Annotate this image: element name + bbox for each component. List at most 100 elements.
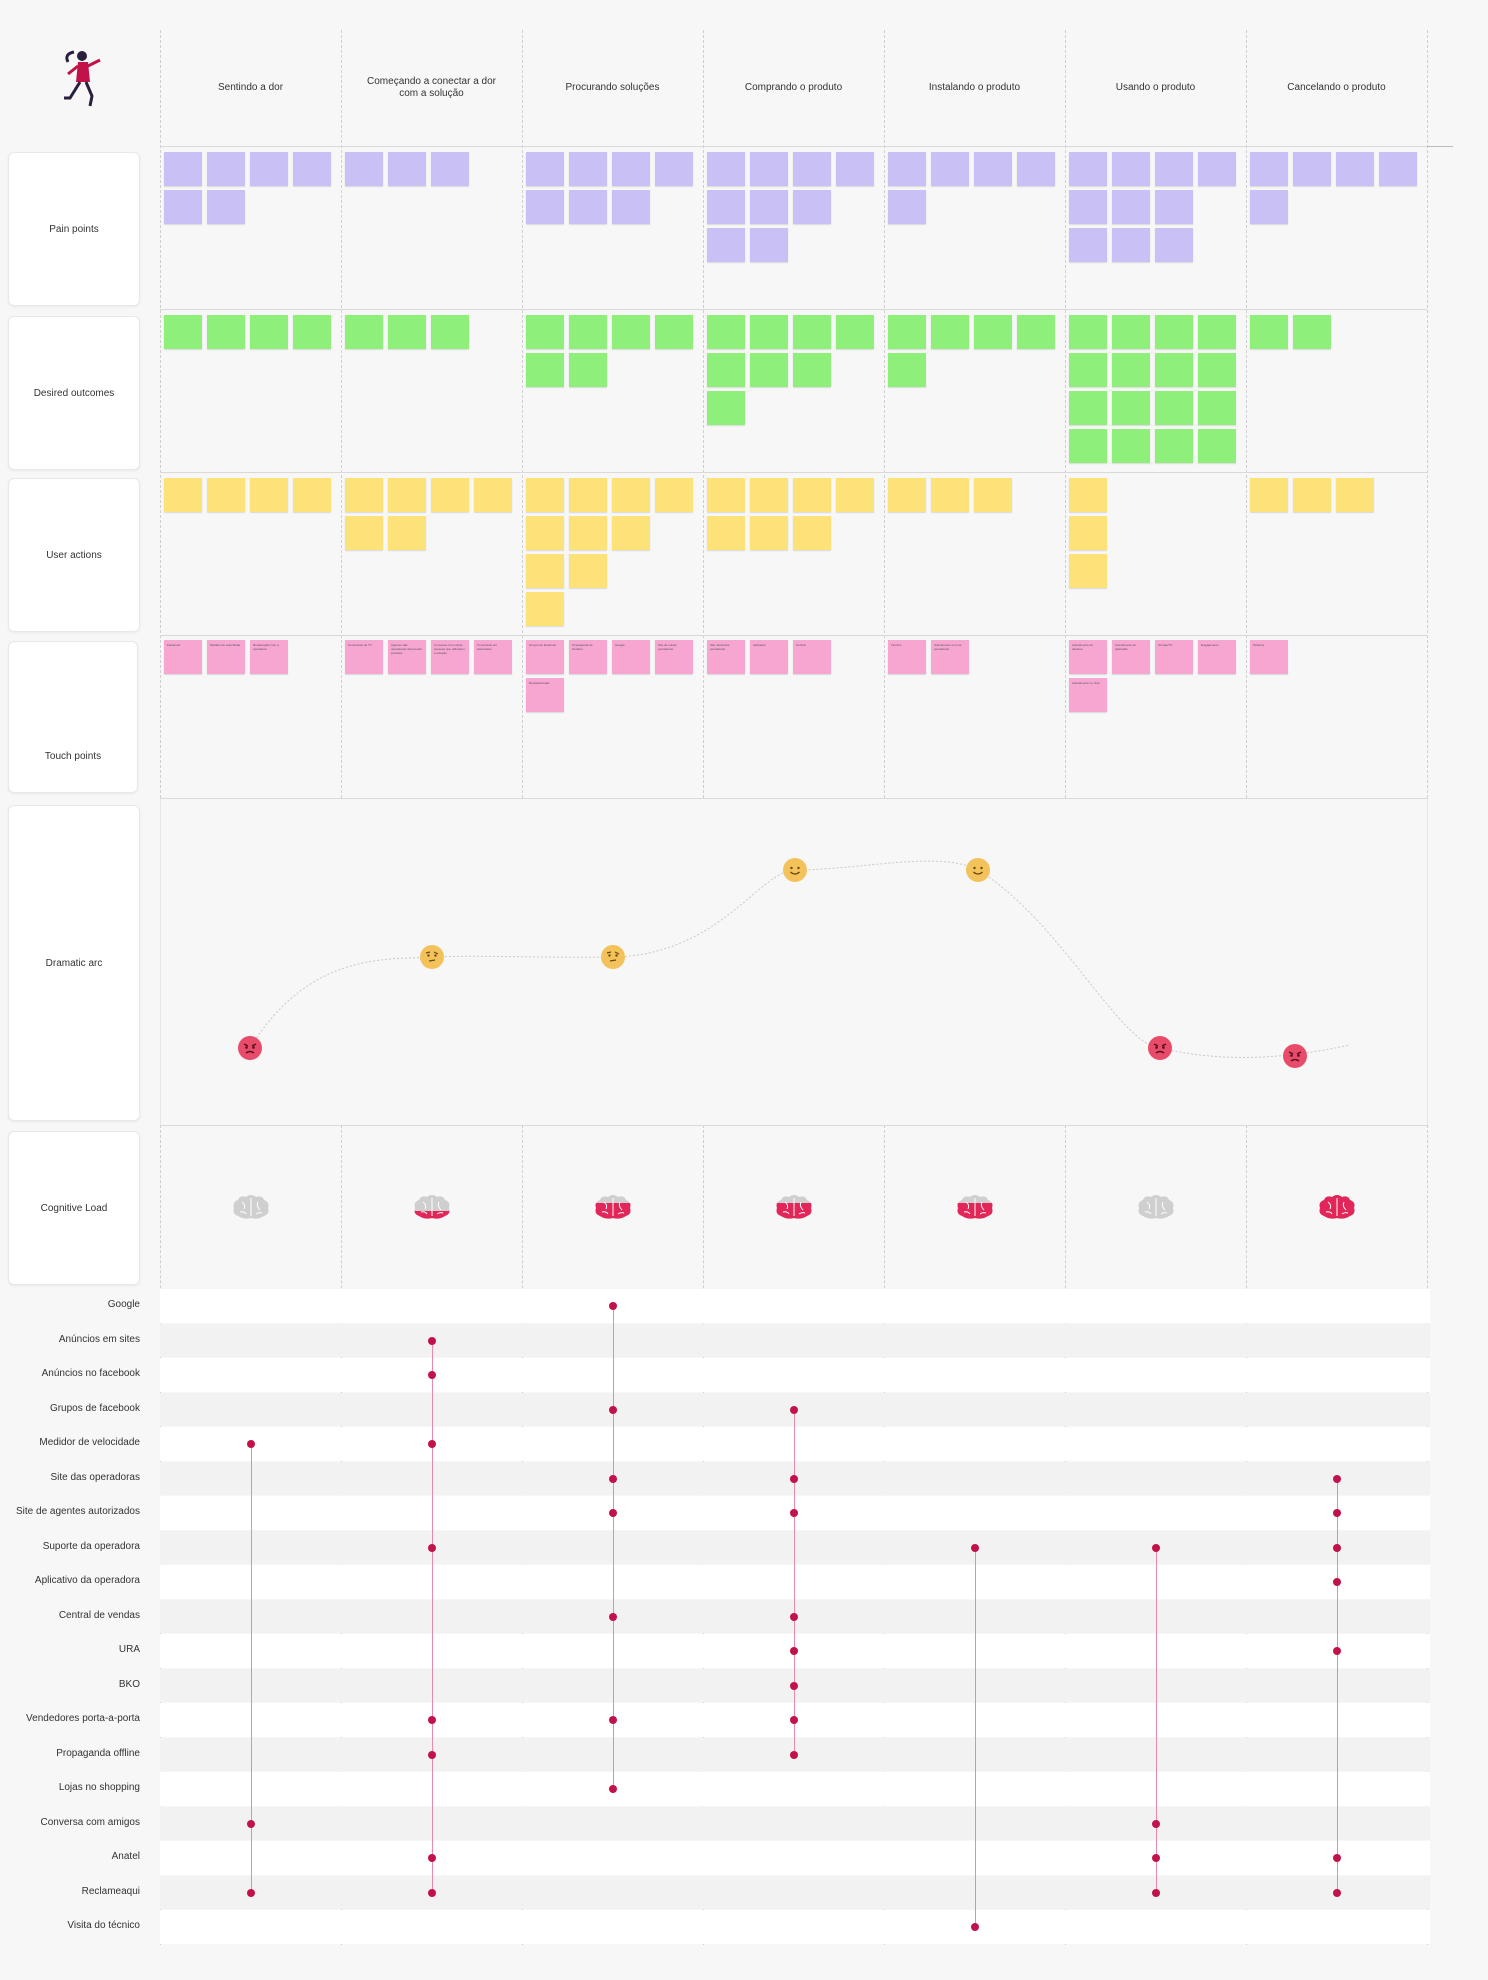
channel-connector-line	[612, 1306, 614, 1790]
column-divider	[341, 30, 343, 798]
channel-label: Visita do técnico	[67, 1920, 140, 1931]
pain-point-sticky-note	[1293, 152, 1331, 186]
pain-point-sticky-note	[293, 152, 331, 186]
brain-icon	[956, 1194, 994, 1220]
row-pain-points: Pain points	[8, 152, 140, 306]
channel-label: Vendedores porta-a-porta	[26, 1713, 140, 1724]
desired-outcome-sticky-note	[888, 353, 926, 387]
channel-row	[160, 1358, 1430, 1392]
channel-dot	[1332, 1888, 1341, 1897]
pain-point-sticky-note	[793, 152, 831, 186]
channel-connector-line	[1155, 1547, 1157, 1893]
desired-outcome-sticky-note	[1155, 353, 1193, 387]
desired-outcome-sticky-note	[1293, 315, 1331, 349]
channel-connector-line	[250, 1444, 252, 1893]
user-action-sticky-note	[974, 478, 1012, 512]
pain-point-sticky-note	[888, 152, 926, 186]
pain-point-sticky-note	[1155, 152, 1193, 186]
pain-point-sticky-note	[1379, 152, 1417, 186]
row-touch-points: Touch points	[8, 641, 138, 793]
touch-point-sticky-note: Atendimento de telefone	[1069, 640, 1107, 674]
user-action-sticky-note	[250, 478, 288, 512]
user-action-sticky-note	[931, 478, 969, 512]
persona-illustration	[60, 48, 108, 108]
row-dramatic-arc: Dramatic arc	[8, 805, 140, 1121]
channel-dot	[1332, 1474, 1341, 1483]
pain-point-sticky-note	[793, 190, 831, 224]
pain-point-sticky-note	[1155, 228, 1193, 262]
angry-face-icon	[1283, 1044, 1307, 1068]
desired-outcome-sticky-note	[1069, 353, 1107, 387]
channel-label: Anúncios no facebook	[41, 1368, 140, 1379]
row-divider	[160, 309, 1427, 310]
desired-outcome-sticky-note	[1155, 315, 1193, 349]
desired-outcome-sticky-note	[1198, 315, 1236, 349]
channel-row	[160, 1289, 1430, 1323]
pain-point-sticky-note	[750, 190, 788, 224]
channel-label: BKO	[118, 1678, 140, 1690]
pain-point-sticky-note	[388, 152, 426, 186]
user-action-sticky-note	[1250, 478, 1288, 512]
happy-face-icon	[783, 858, 807, 882]
channel-row	[160, 1427, 1430, 1461]
desired-outcome-sticky-note	[1198, 429, 1236, 463]
channel-row	[160, 1910, 1430, 1944]
user-action-sticky-note	[526, 478, 564, 512]
row-divider	[160, 1125, 1427, 1126]
desired-outcome-sticky-note	[1155, 429, 1193, 463]
column-divider	[160, 30, 162, 798]
user-action-sticky-note	[1336, 478, 1374, 512]
user-action-sticky-note	[1069, 554, 1107, 588]
desired-outcome-sticky-note	[1112, 391, 1150, 425]
user-action-sticky-note	[388, 516, 426, 550]
user-action-sticky-note	[793, 478, 831, 512]
channel-dot	[608, 1302, 617, 1311]
pain-point-sticky-note	[164, 190, 202, 224]
desired-outcome-sticky-note	[1198, 391, 1236, 425]
channel-dot	[608, 1405, 617, 1414]
touch-point-sticky-note: Site oficial das operadoras	[707, 640, 745, 674]
channel-label: Suporte da operadora	[42, 1540, 140, 1552]
channel-dot	[427, 1888, 436, 1897]
touch-point-sticky-note: Atendimento de aplicação	[1112, 640, 1150, 674]
channel-label: Conversa com amigos	[40, 1816, 140, 1828]
column-divider	[1427, 30, 1429, 798]
pain-point-sticky-note	[888, 190, 926, 224]
touch-point-sticky-note: Facebook	[164, 640, 202, 674]
pain-point-sticky-note	[345, 152, 383, 186]
channel-row	[160, 1530, 1430, 1564]
channel-dot	[789, 1405, 798, 1414]
touch-point-sticky-note: Revista/Jornais	[526, 678, 564, 712]
channel-dot	[789, 1716, 798, 1725]
desired-outcome-sticky-note	[1112, 315, 1150, 349]
channel-label: URA	[118, 1644, 140, 1655]
pain-point-sticky-note	[1069, 228, 1107, 262]
user-action-sticky-note	[836, 478, 874, 512]
pain-point-sticky-note	[750, 228, 788, 262]
desired-outcome-sticky-note	[431, 315, 469, 349]
arc-left-border	[160, 798, 162, 1125]
pain-point-sticky-note	[1336, 152, 1374, 186]
brain-icon	[1318, 1194, 1356, 1220]
channel-dot	[246, 1819, 255, 1828]
channel-label: Lojas no shopping	[58, 1782, 140, 1793]
touch-point-sticky-note: Google	[612, 640, 650, 674]
row-desired-outcomes: Desired outcomes	[8, 316, 140, 470]
channel-dot	[427, 1371, 436, 1380]
user-action-sticky-note	[569, 554, 607, 588]
channel-dot	[427, 1440, 436, 1449]
channel-label: Central de vendas	[58, 1609, 140, 1621]
pain-point-sticky-note	[1112, 228, 1150, 262]
user-action-sticky-note	[793, 516, 831, 550]
channel-dot	[1151, 1543, 1160, 1552]
channel-label: Propaganda offline	[56, 1747, 140, 1759]
user-action-sticky-note	[612, 478, 650, 512]
channel-dot	[246, 1440, 255, 1449]
user-action-sticky-note	[207, 478, 245, 512]
user-action-sticky-note	[345, 478, 383, 512]
row-divider	[160, 472, 1427, 473]
pain-point-sticky-note	[707, 228, 745, 262]
user-action-sticky-note	[526, 516, 564, 550]
touch-point-sticky-note: Conversa com outras pessoas que utilizar…	[431, 640, 469, 674]
desired-outcome-sticky-note	[207, 315, 245, 349]
